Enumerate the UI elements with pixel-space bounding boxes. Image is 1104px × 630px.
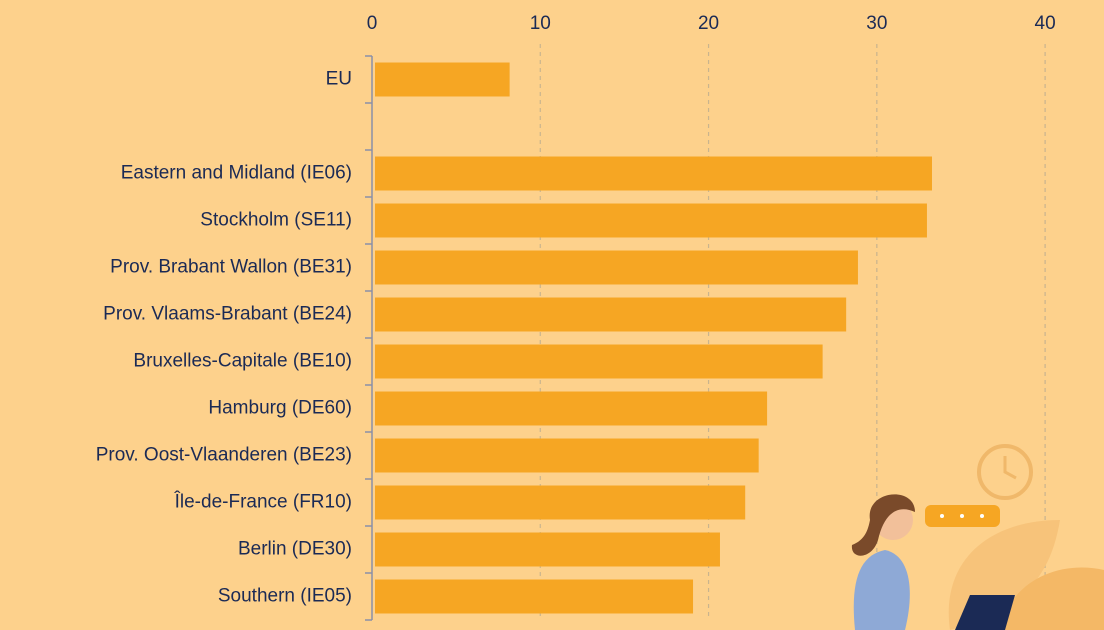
clock <box>977 444 1033 500</box>
y-tick-label: Berlin (DE30) <box>238 539 352 560</box>
x-tick-label: 0 <box>367 13 378 34</box>
y-tick-label: Prov. Vlaams-Brabant (BE24) <box>103 304 352 325</box>
bar <box>375 485 746 520</box>
leaf <box>1000 567 1104 630</box>
dot <box>980 514 984 518</box>
y-tick-label: Hamburg (DE60) <box>208 398 352 419</box>
x-tick-label: 40 <box>1035 13 1056 34</box>
x-tick-label: 20 <box>698 13 719 34</box>
y-tick-label: Eastern and Midland (IE06) <box>121 163 352 184</box>
y-tick-label: Bruxelles-Capitale (BE10) <box>133 351 352 372</box>
bar <box>375 579 694 614</box>
y-tick-label: Southern (IE05) <box>218 586 352 607</box>
bar <box>375 532 720 567</box>
bar <box>375 156 932 191</box>
y-tick-label: EU <box>326 69 352 90</box>
bar <box>375 297 847 332</box>
bar <box>375 438 759 473</box>
bar <box>375 250 858 285</box>
bar <box>375 391 768 426</box>
person-hair <box>851 494 915 556</box>
x-tick-label: 30 <box>866 13 887 34</box>
bar <box>375 62 510 97</box>
y-tick-label: Stockholm (SE11) <box>200 210 352 231</box>
plot: 0 10 20 30 40 EU Eastern and Midland (IE06) Sto… <box>96 13 1056 621</box>
y-tick-label: Île-de-France (FR10) <box>174 491 352 513</box>
y-tick-label: Prov. Oost-Vlaanderen (BE23) <box>96 445 352 466</box>
dot <box>940 514 944 518</box>
bar <box>375 344 823 379</box>
dot <box>960 514 964 518</box>
illustration <box>851 444 1104 630</box>
y-tick-label: Prov. Brabant Wallon (BE31) <box>110 257 352 278</box>
bar <box>375 203 927 238</box>
person-body <box>853 550 910 630</box>
laptop <box>955 595 1015 630</box>
clock-hands <box>1003 456 1017 480</box>
x-tick-label: 10 <box>530 13 551 34</box>
